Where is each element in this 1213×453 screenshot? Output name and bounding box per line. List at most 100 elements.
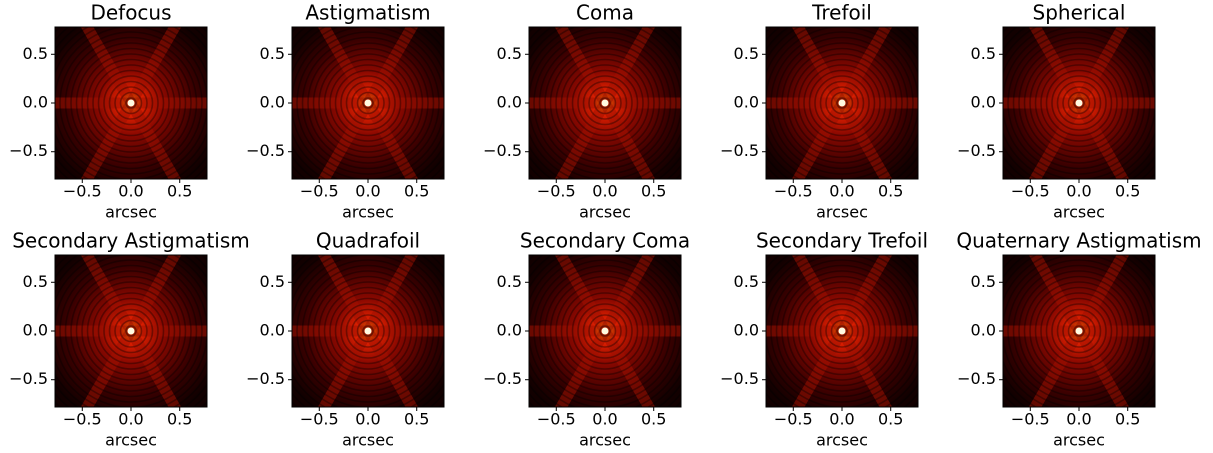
x-tick-label: −0.5 <box>774 410 813 429</box>
core <box>838 327 846 335</box>
y-tick-label: 0.0 <box>734 93 759 112</box>
y-tick-label: 0.0 <box>971 93 996 112</box>
airy-ring <box>59 259 203 403</box>
airy-ring <box>103 75 159 131</box>
airy-ring <box>1007 259 1151 403</box>
airy-ring <box>588 314 622 348</box>
airy-ring <box>1023 47 1135 159</box>
airy-ring <box>301 264 435 398</box>
core <box>127 327 135 335</box>
y-tick-label: −0.5 <box>483 369 522 388</box>
x-tick-label: 0.5 <box>1115 410 1140 429</box>
airy-ring <box>323 286 413 376</box>
y-tick-label: 0.0 <box>260 93 285 112</box>
core <box>1075 327 1083 335</box>
airy-ring <box>566 64 644 142</box>
airy-ring <box>803 292 881 370</box>
airy-ring <box>599 325 611 337</box>
y-tick-label: 0.5 <box>260 44 285 63</box>
airy-ring <box>318 281 418 381</box>
x-tick-label: −0.5 <box>300 182 339 201</box>
airy-ring <box>830 319 854 343</box>
airy-ring <box>356 319 380 343</box>
airy-ring <box>119 319 143 343</box>
x-tick-label: 0.0 <box>118 410 143 429</box>
x-axis-label: arcsec <box>1053 431 1105 450</box>
airy-ring <box>362 325 374 337</box>
airy-ring <box>86 58 176 148</box>
y-tick-label: 0.0 <box>734 321 759 340</box>
y-tick-label: 0.5 <box>497 44 522 63</box>
airy-ring <box>533 259 677 403</box>
airy-ring <box>1040 292 1118 370</box>
airy-ring <box>70 42 192 164</box>
airy-ring <box>1056 308 1102 354</box>
core <box>364 99 372 107</box>
y-tick-label: −0.5 <box>9 141 48 160</box>
airy-ring <box>775 36 909 170</box>
airy-ring <box>814 303 870 359</box>
airy-ring <box>825 86 859 120</box>
airy-ring <box>108 80 154 126</box>
y-tick-label: 0.0 <box>497 93 522 112</box>
airy-ring <box>1045 69 1113 137</box>
airy-ring <box>1018 42 1140 164</box>
core <box>364 327 372 335</box>
airy-ring <box>312 47 424 159</box>
airy-ring <box>549 275 661 387</box>
panel-title: Quaternary Astigmatism <box>956 229 1201 253</box>
airy-ring <box>836 97 848 109</box>
panel-title: Defocus <box>90 1 171 25</box>
airy-ring <box>819 308 865 354</box>
airy-ring <box>770 259 914 403</box>
y-tick-label: −0.5 <box>483 141 522 160</box>
airy-ring <box>301 36 435 170</box>
x-tick-label: 0.5 <box>167 410 192 429</box>
x-axis-label: arcsec <box>816 431 868 450</box>
airy-ring <box>566 292 644 370</box>
y-tick-label: 0.5 <box>260 272 285 291</box>
airy-ring <box>1023 275 1135 387</box>
x-tick-label: 0.5 <box>404 410 429 429</box>
psf-image <box>55 255 207 407</box>
airy-ring <box>830 91 854 115</box>
airy-ring <box>1045 297 1113 365</box>
y-tick-label: 0.5 <box>734 272 759 291</box>
airy-ring <box>582 308 628 354</box>
airy-ring <box>814 75 870 131</box>
psf-image <box>529 255 681 407</box>
core <box>838 99 846 107</box>
airy-ring <box>345 80 391 126</box>
airy-ring <box>318 53 418 153</box>
airy-ring <box>1007 31 1151 175</box>
airy-ring <box>345 308 391 354</box>
airy-ring <box>114 314 148 348</box>
airy-ring <box>119 91 143 115</box>
panel-title: Secondary Trefoil <box>756 229 928 253</box>
airy-ring <box>1062 86 1096 120</box>
x-tick-label: −0.5 <box>1011 410 1050 429</box>
airy-ring <box>296 259 440 403</box>
airy-ring <box>1040 64 1118 142</box>
x-tick-label: −0.5 <box>63 410 102 429</box>
airy-ring <box>555 53 655 153</box>
airy-ring <box>781 270 903 392</box>
airy-ring <box>1018 270 1140 392</box>
core <box>601 327 609 335</box>
panel-title: Secondary Astigmatism <box>12 229 250 253</box>
panel-title: Astigmatism <box>305 1 430 25</box>
airy-ring <box>351 86 385 120</box>
airy-ring <box>560 286 650 376</box>
x-tick-label: 0.0 <box>1066 182 1091 201</box>
airy-ring <box>577 303 633 359</box>
panel-title: Quadrafoil <box>316 229 420 253</box>
airy-ring <box>108 308 154 354</box>
psf-image <box>529 27 681 179</box>
airy-ring <box>797 58 887 148</box>
